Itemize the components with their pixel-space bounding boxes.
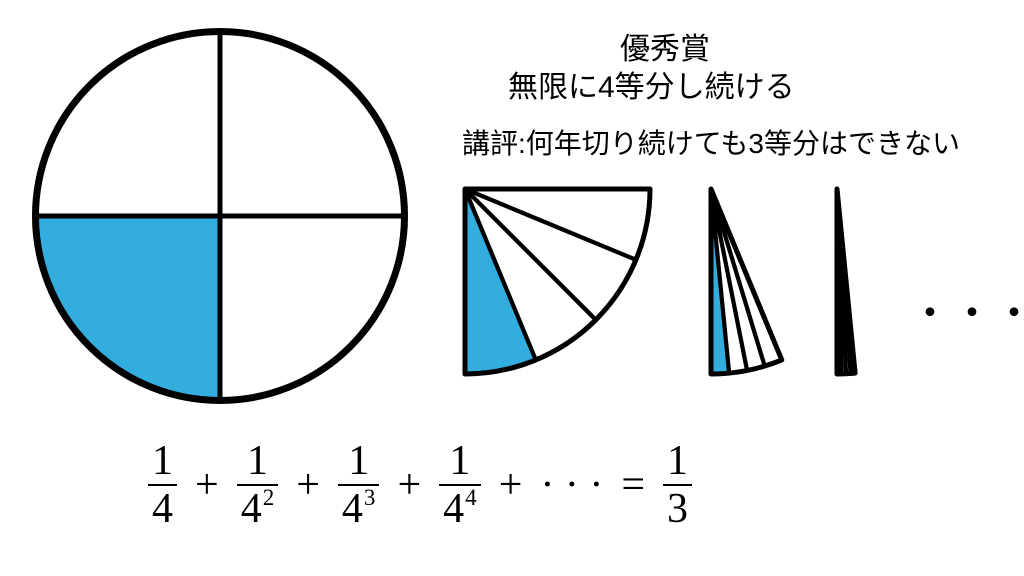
wedge-level-3 bbox=[832, 184, 865, 384]
fraction: 144 bbox=[439, 440, 481, 530]
fraction: 142 bbox=[237, 440, 279, 530]
comment-label: 講評:何年切り続けても3等分はできない bbox=[462, 122, 960, 162]
wedge-level-1 bbox=[460, 184, 660, 384]
dots: · · · bbox=[540, 461, 603, 509]
quartered-circle bbox=[32, 28, 408, 409]
series-formula: 14 +142 +143 +144 + · · · = 13 bbox=[148, 440, 692, 530]
fraction: 143 bbox=[338, 440, 380, 530]
ellipsis-icon: ・・・ bbox=[912, 284, 1024, 336]
plus-op: + bbox=[397, 461, 421, 509]
fraction: 14 bbox=[148, 440, 177, 530]
plus-op: + bbox=[195, 461, 219, 509]
equals-op: = bbox=[621, 461, 645, 509]
plus-op: + bbox=[296, 461, 320, 509]
wedge-level-2 bbox=[706, 184, 792, 384]
title-label: 無限に4等分し続ける bbox=[508, 62, 795, 106]
fraction: 13 bbox=[663, 440, 692, 530]
plus-op: + bbox=[499, 461, 523, 509]
